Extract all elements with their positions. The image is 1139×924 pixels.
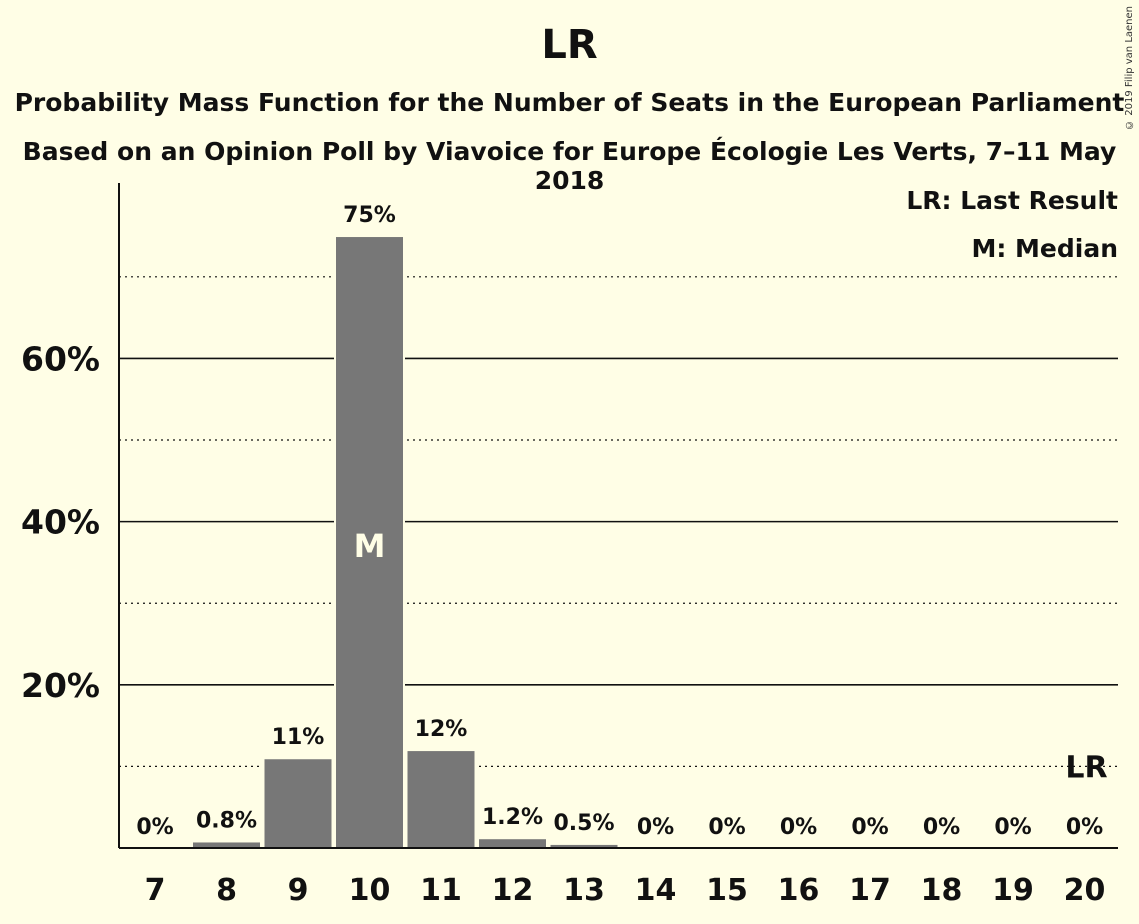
x-tick-label: 16 bbox=[778, 873, 820, 908]
x-tick-label: 8 bbox=[216, 873, 237, 908]
chart-title: LR bbox=[541, 22, 598, 68]
y-tick-label: 40% bbox=[21, 503, 100, 542]
bar-9 bbox=[262, 757, 334, 850]
chart-subtitle: Probability Mass Function for the Number… bbox=[14, 88, 1125, 117]
x-tick-label: 9 bbox=[288, 873, 309, 908]
y-tick-label: 60% bbox=[21, 339, 100, 378]
bar-value-label: 0% bbox=[1066, 815, 1103, 840]
x-tick-label: 13 bbox=[563, 873, 605, 908]
x-tick-label: 14 bbox=[635, 873, 677, 908]
bar-value-label: 0.8% bbox=[196, 808, 257, 833]
legend-median: M: Median bbox=[971, 234, 1118, 263]
x-tick-label: 19 bbox=[992, 873, 1034, 908]
x-tick-label: 11 bbox=[420, 873, 462, 908]
bar-value-label: 0% bbox=[780, 815, 817, 840]
axes: 20% 40% 60% 7 8 9 10 11 12 13 14 15 16 17 18 19 20 bbox=[21, 183, 1118, 908]
last-result-marker: LR bbox=[1065, 750, 1107, 785]
x-tick-label: 7 bbox=[145, 873, 166, 908]
x-tick-label: 20 bbox=[1064, 873, 1106, 908]
bars: 0% 0.8% 11% 75% M 12% 1.2% 0.5% 0% 0% 0% 0% 0% 0% 0% LR bbox=[136, 203, 1108, 850]
bar-10 bbox=[334, 235, 405, 849]
x-tick-label: 17 bbox=[849, 873, 891, 908]
bar-value-label: 11% bbox=[272, 725, 325, 750]
bar-value-label: 12% bbox=[415, 717, 468, 742]
bar-value-label: 0% bbox=[851, 815, 888, 840]
bar-value-label: 0% bbox=[994, 815, 1031, 840]
x-tick-label: 10 bbox=[349, 873, 391, 908]
chart-subtitle-source: Based on an Opinion Poll by Viavoice for… bbox=[22, 137, 1117, 195]
x-tick-label: 15 bbox=[706, 873, 748, 908]
bar-11 bbox=[405, 749, 477, 849]
x-tick-label: 12 bbox=[492, 873, 534, 908]
median-marker: M bbox=[354, 527, 386, 565]
bar-value-label: 0% bbox=[923, 815, 960, 840]
bar-value-label: 0% bbox=[637, 815, 674, 840]
y-tick-label: 20% bbox=[21, 666, 100, 705]
bar-value-label: 1.2% bbox=[482, 805, 543, 830]
bar-value-label: 0% bbox=[708, 815, 745, 840]
bar-value-label: 0% bbox=[136, 815, 173, 840]
bar-12 bbox=[477, 837, 548, 850]
legend-last-result: LR: Last Result bbox=[906, 186, 1118, 215]
bar-value-label: 75% bbox=[343, 203, 396, 228]
x-tick-label: 18 bbox=[921, 873, 963, 908]
bar-value-label: 0.5% bbox=[553, 811, 614, 836]
gridlines bbox=[119, 276, 1118, 768]
